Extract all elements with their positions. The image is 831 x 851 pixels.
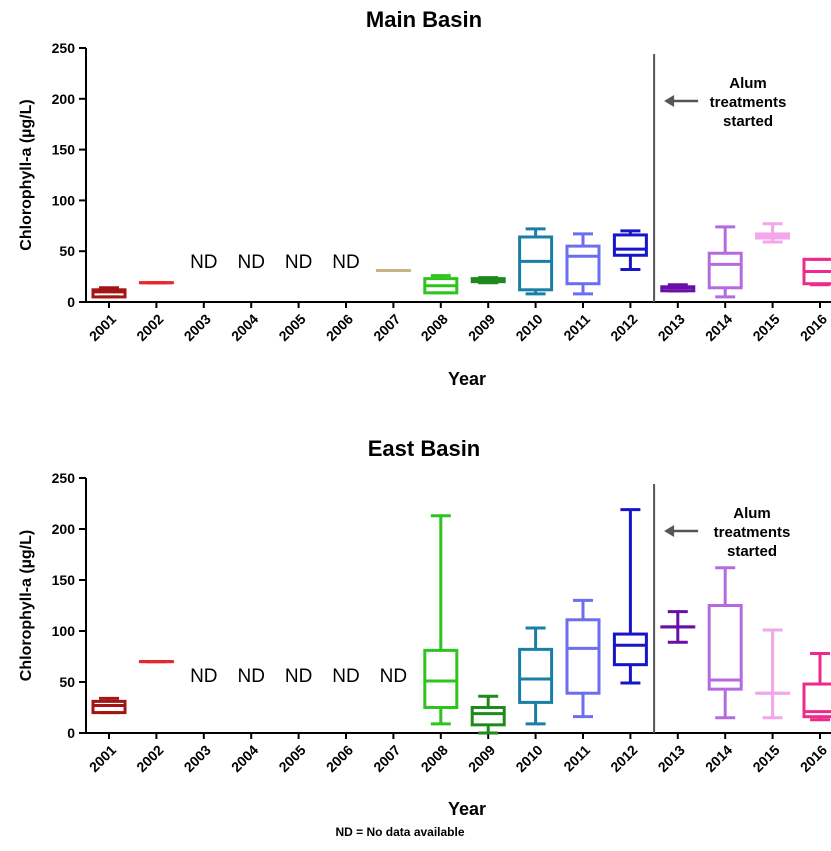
chart-title: Main Basin <box>366 7 482 32</box>
y-tick-label: 100 <box>52 192 76 208</box>
x-tick-label: 2006 <box>323 742 356 775</box>
x-tick-label: 2014 <box>702 742 735 775</box>
nd-label: ND <box>332 666 359 687</box>
chart-title: East Basin <box>368 436 481 461</box>
x-tick-label: 2007 <box>370 742 403 775</box>
x-tick-label: 2008 <box>418 311 451 344</box>
box-body-2010 <box>520 649 552 702</box>
y-tick-label: 100 <box>52 623 76 639</box>
x-tick-label: 2001 <box>86 742 119 775</box>
y-tick-label: 150 <box>52 572 76 588</box>
x-tick-label: 2009 <box>465 311 498 344</box>
y-tick-label: 0 <box>67 294 75 310</box>
annotation-text: started <box>727 543 777 560</box>
box-body-2014 <box>709 606 741 690</box>
x-tick-label: 2011 <box>560 311 593 344</box>
nd-label: ND <box>285 666 312 687</box>
x-tick-label: 2013 <box>655 311 688 344</box>
x-tick-label: 2012 <box>607 311 640 344</box>
y-tick-label: 200 <box>52 521 76 537</box>
nd-label: ND <box>237 666 264 687</box>
box-body-2012 <box>614 235 646 255</box>
y-tick-label: 250 <box>52 40 76 56</box>
annotation-text: Alum <box>733 505 771 522</box>
x-tick-label: 2013 <box>655 742 688 775</box>
annotation-arrow-head <box>664 525 674 537</box>
nd-label: ND <box>190 252 217 273</box>
x-tick-label: 2010 <box>512 742 545 775</box>
annotation-text: started <box>723 113 773 130</box>
nd-label: ND <box>190 666 217 687</box>
annotation-text: treatments <box>714 524 791 541</box>
x-tick-label: 2003 <box>181 742 214 775</box>
y-axis-title: Chlorophyll-a (µg/L) <box>18 99 35 250</box>
x-axis-title: Year <box>448 799 486 819</box>
box-body-2008 <box>425 650 457 707</box>
box-body-2001 <box>93 701 125 712</box>
x-tick-label: 2012 <box>607 742 640 775</box>
x-tick-label: 2008 <box>418 742 451 775</box>
nd-label: ND <box>285 252 312 273</box>
x-tick-label: 2006 <box>323 311 356 344</box>
x-tick-label: 2002 <box>133 742 166 775</box>
y-tick-label: 50 <box>59 243 75 259</box>
box-body-2010 <box>520 237 552 290</box>
annotation-text: Alum <box>729 75 767 92</box>
footnote: ND = No data available <box>335 825 464 839</box>
x-tick-label: 2005 <box>275 742 308 775</box>
box-body-2009 <box>472 708 504 725</box>
nd-label: ND <box>332 252 359 273</box>
x-tick-label: 2016 <box>797 742 830 775</box>
x-tick-label: 2004 <box>228 311 261 344</box>
nd-label: ND <box>237 252 264 273</box>
annotation-text: treatments <box>710 94 787 111</box>
x-tick-label: 2003 <box>181 311 214 344</box>
box-body-2011 <box>567 246 599 284</box>
x-tick-label: 2015 <box>749 311 782 344</box>
x-tick-label: 2015 <box>749 742 782 775</box>
x-tick-label: 2004 <box>228 742 261 775</box>
x-tick-label: 2014 <box>702 311 735 344</box>
x-tick-label: 2010 <box>512 311 545 344</box>
y-axis-title: Chlorophyll-a (µg/L) <box>18 530 35 681</box>
y-tick-label: 200 <box>52 91 76 107</box>
x-tick-label: 2016 <box>797 311 830 344</box>
box-body-2011 <box>567 620 599 693</box>
x-tick-label: 2005 <box>275 311 308 344</box>
y-tick-label: 250 <box>52 470 76 486</box>
annotation-arrow-head <box>664 95 674 107</box>
x-axis-title: Year <box>448 369 486 389</box>
x-tick-label: 2002 <box>133 311 166 344</box>
y-tick-label: 0 <box>67 725 75 741</box>
x-tick-label: 2001 <box>86 311 119 344</box>
y-tick-label: 150 <box>52 142 76 158</box>
x-tick-label: 2007 <box>370 311 403 344</box>
box-body-2012 <box>614 634 646 665</box>
x-tick-label: 2011 <box>560 742 593 775</box>
y-tick-label: 50 <box>59 674 75 690</box>
x-tick-label: 2009 <box>465 742 498 775</box>
nd-label: ND <box>380 666 407 687</box>
box-body-2014 <box>709 253 741 288</box>
